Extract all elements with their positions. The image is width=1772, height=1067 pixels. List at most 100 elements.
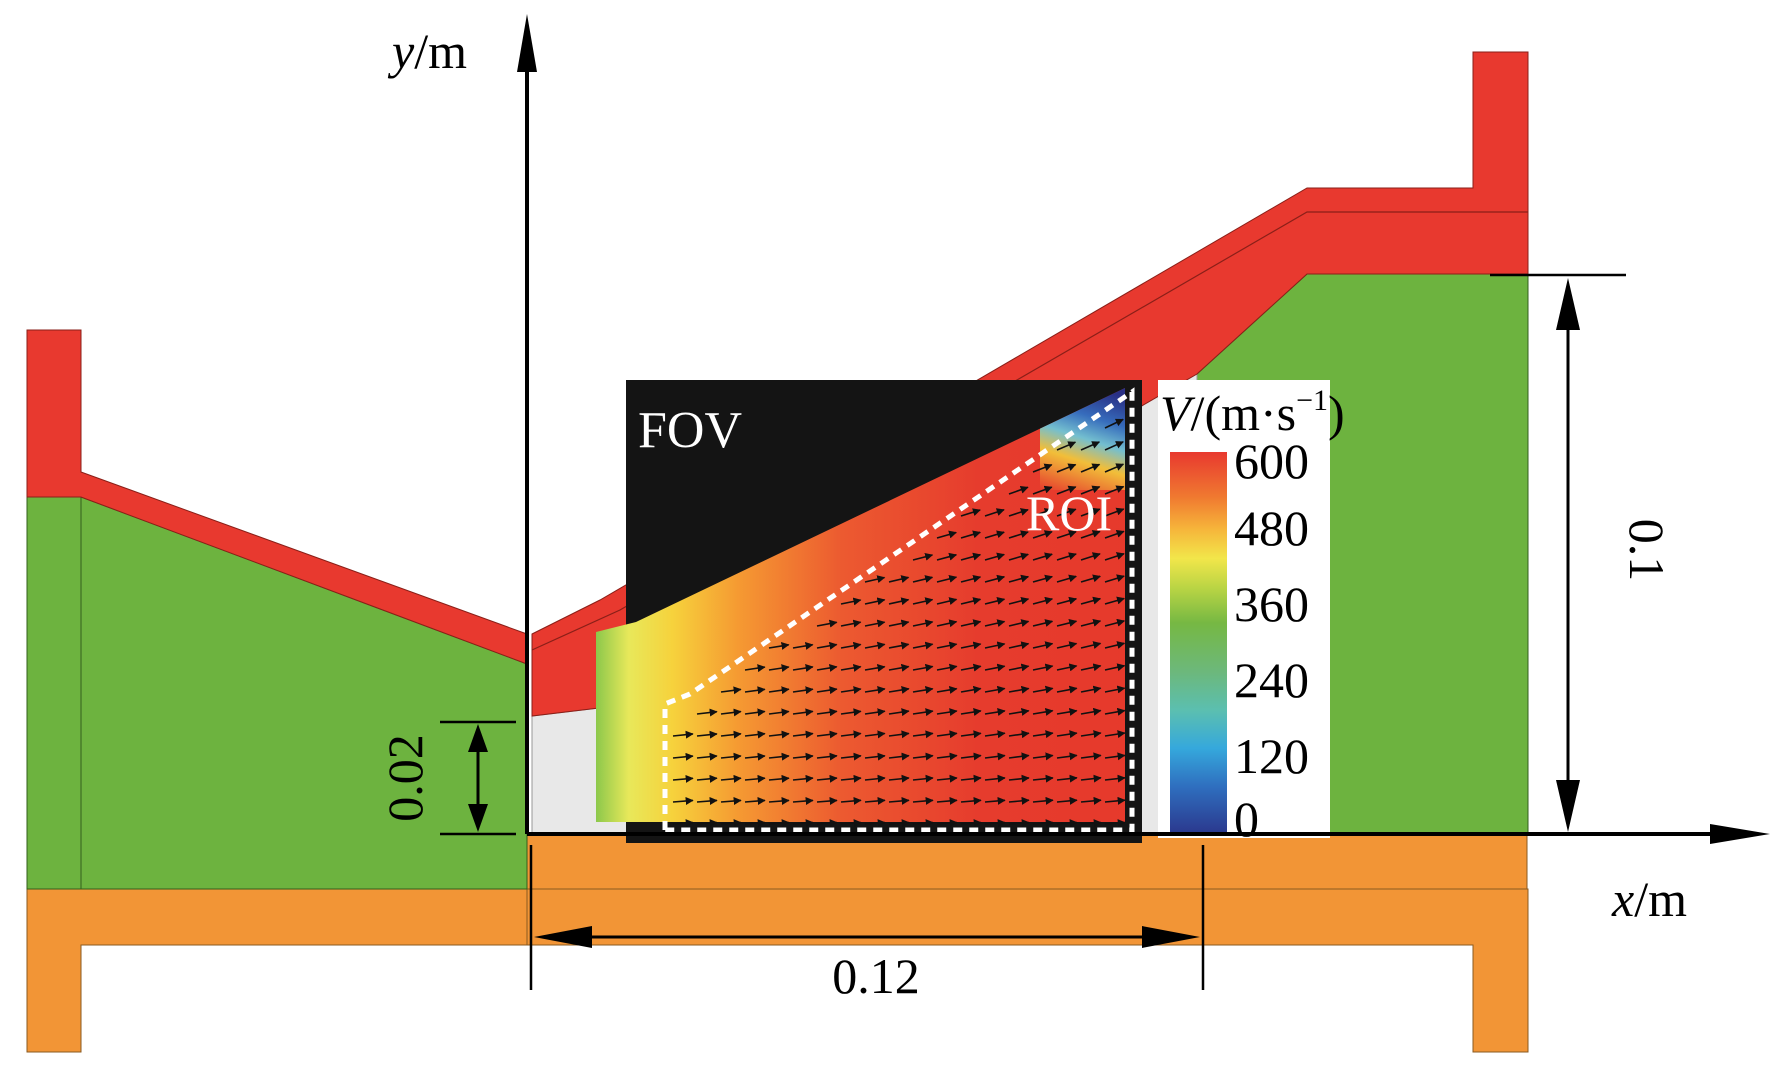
dimension-throat: 0.02 <box>377 720 516 836</box>
velocity-vector-arrow <box>1032 752 1054 761</box>
velocity-vector-arrow <box>960 641 982 650</box>
velocity-vector-arrow <box>840 796 862 805</box>
velocity-vector-arrow <box>984 508 1005 517</box>
velocity-vector-arrow <box>1056 796 1078 805</box>
velocity-vector-arrow <box>984 552 1005 561</box>
colorbar-tick-label: 240 <box>1234 652 1309 708</box>
velocity-vector-arrow <box>912 575 934 583</box>
velocity-vector-arrow <box>1104 596 1125 605</box>
velocity-vector-arrow <box>912 597 934 606</box>
velocity-vector-arrow <box>1104 418 1124 429</box>
velocity-vector-arrow <box>1008 619 1030 627</box>
velocity-vector-arrow <box>1008 596 1030 605</box>
velocity-vector-arrow <box>744 819 766 828</box>
velocity-vector-arrow <box>816 708 838 717</box>
velocity-vector-arrow <box>816 664 838 672</box>
velocity-vector-arrow <box>936 663 958 672</box>
velocity-vector-arrow <box>960 774 982 783</box>
velocity-vector-arrow <box>840 686 862 695</box>
velocity-vector-arrow <box>1032 730 1054 739</box>
velocity-vector-arrow <box>1080 819 1102 828</box>
velocity-vector-arrow <box>696 796 718 805</box>
velocity-vector-arrow <box>1032 796 1054 805</box>
velocity-vector-arrow <box>960 730 982 739</box>
velocity-vector-arrow <box>1104 707 1126 716</box>
velocity-vector-arrow <box>936 574 958 583</box>
velocity-vector-arrow <box>1056 685 1078 694</box>
velocity-vector-arrow <box>744 686 766 695</box>
coordinate-axes: y/m x/m <box>387 14 1770 927</box>
velocity-vector-arrow <box>936 796 958 805</box>
velocity-vector-arrow <box>1080 663 1102 672</box>
velocity-vector-arrow <box>912 552 934 561</box>
fov-width-label: 0.12 <box>832 948 920 1004</box>
velocity-vector-arrow <box>1056 774 1078 783</box>
velocity-vector-arrow <box>864 774 886 783</box>
velocity-vector-arrow <box>768 664 790 673</box>
velocity-vector-arrow <box>840 619 862 628</box>
velocity-vector-arrow <box>720 708 742 717</box>
velocity-vector-arrow <box>744 664 766 673</box>
velocity-vector-arrow <box>672 774 694 783</box>
velocity-vector-arrow <box>1056 485 1077 495</box>
velocity-vector-arrow <box>912 619 934 628</box>
velocity-vector-arrow <box>936 597 958 605</box>
velocity-vector-arrow <box>768 752 790 761</box>
velocity-vector-arrow <box>888 597 910 606</box>
velocity-vector-arrow <box>912 641 934 650</box>
velocity-vector-arrow <box>840 774 862 783</box>
velocity-vector-arrow <box>768 686 790 695</box>
velocity-vector-arrow <box>888 663 910 672</box>
velocity-vector-arrow <box>1008 485 1029 495</box>
velocity-vector-arrow <box>1104 463 1125 473</box>
velocity-vector-arrow <box>1008 730 1030 739</box>
velocity-vector-arrow <box>936 530 957 539</box>
velocity-vector-arrow <box>792 708 814 717</box>
velocity-vector-arrow <box>984 774 1006 783</box>
velocity-vector-arrow <box>1080 618 1102 627</box>
outlet-height-label: 0.1 <box>1619 519 1675 582</box>
velocity-vector-arrow <box>768 819 790 828</box>
velocity-vector-arrow <box>960 796 982 805</box>
velocity-vector-arrow <box>936 774 958 783</box>
velocity-vector-arrow <box>1008 641 1030 650</box>
velocity-vector-arrow <box>1056 619 1078 627</box>
velocity-vector-arrow <box>672 730 694 739</box>
velocity-vector-arrow <box>792 686 814 695</box>
velocity-vector-arrow <box>1056 752 1078 761</box>
velocity-vector-arrow <box>1080 552 1101 561</box>
velocity-vector-arrow <box>1104 663 1126 672</box>
velocity-vector-arrow <box>792 752 814 761</box>
velocity-vector-arrow <box>1032 619 1054 627</box>
velocity-vector-arrow <box>816 819 838 828</box>
velocity-vector-arrow <box>1080 485 1101 495</box>
velocity-vector-arrow <box>912 796 934 805</box>
velocity-vector-arrow <box>768 730 790 739</box>
velocity-vector-arrow <box>1008 796 1030 805</box>
velocity-vector-arrow <box>984 819 1006 828</box>
velocity-vector-arrow <box>1008 708 1030 716</box>
colorbar-ticks: 600 480 360 240 120 0 <box>1234 433 1309 847</box>
velocity-vector-arrow <box>984 619 1006 628</box>
velocity-vector-arrow <box>960 530 981 539</box>
velocity-vector-arrow <box>864 708 886 717</box>
velocity-vector-arrow <box>840 597 862 606</box>
velocity-vector-arrow <box>1104 774 1126 783</box>
velocity-vector-arrow <box>672 752 694 761</box>
velocity-vector-arrow <box>1104 529 1125 539</box>
velocity-vector-arrow <box>1080 530 1101 539</box>
fov-label: FOV <box>638 402 742 459</box>
velocity-vector-arrow <box>1032 707 1054 716</box>
roi-label: ROI <box>1026 485 1112 541</box>
velocity-vector-arrow <box>1056 663 1078 672</box>
velocity-vector-arrow <box>888 752 910 761</box>
colorbar-tick-label: 120 <box>1234 728 1309 784</box>
velocity-vector-arrow <box>720 819 742 828</box>
velocity-vector-arrow <box>1056 730 1078 739</box>
velocity-vector-arrow <box>984 685 1006 694</box>
velocity-vector-arrow <box>1080 641 1102 649</box>
velocity-vector-arrow <box>864 819 886 828</box>
velocity-vector-arrow <box>888 796 910 805</box>
velocity-vector-arrow <box>1032 663 1054 672</box>
